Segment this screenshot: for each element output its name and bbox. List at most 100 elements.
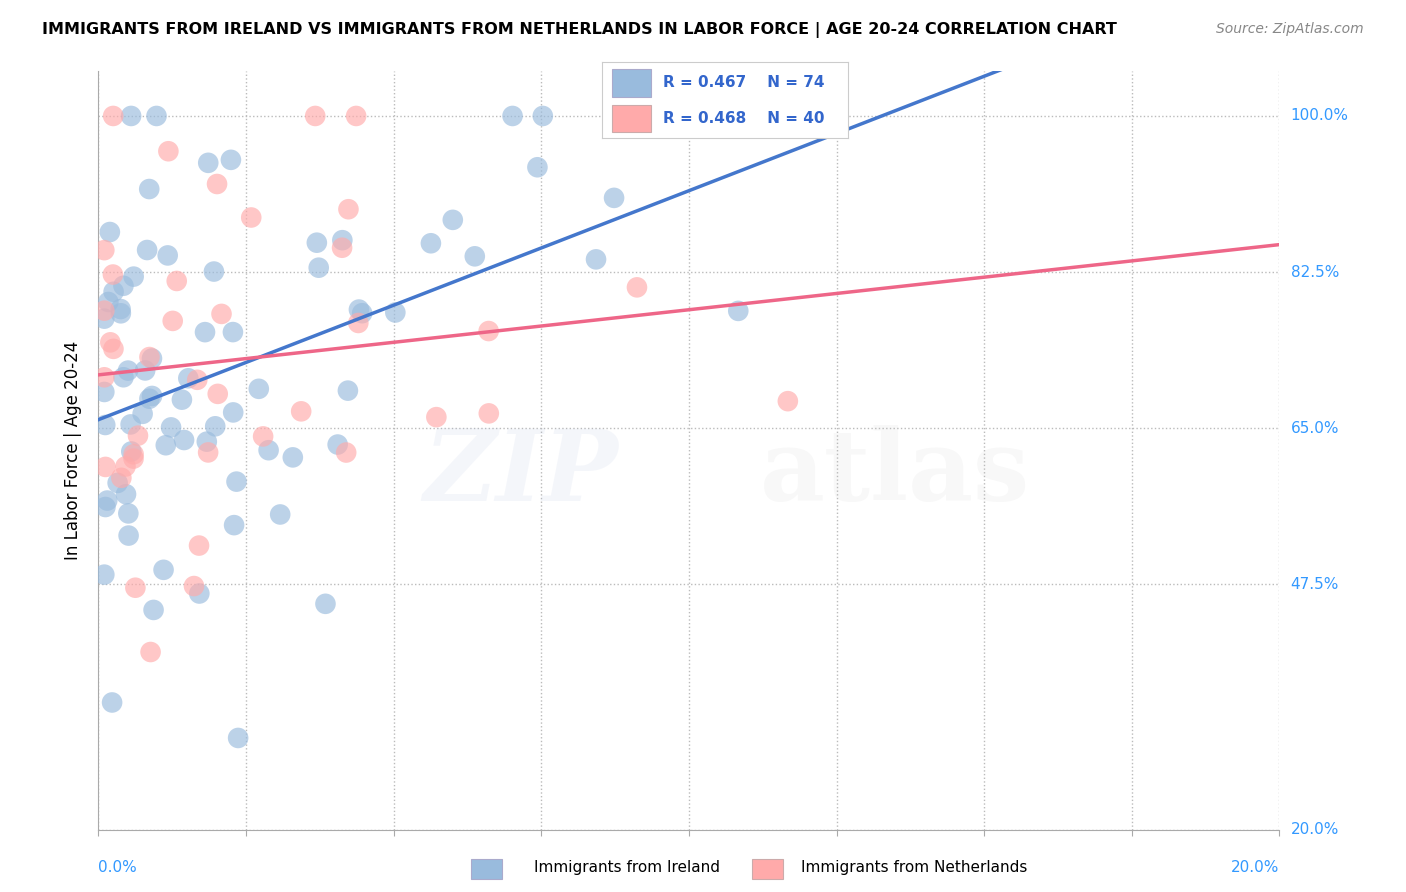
Point: [240, 211, 263, 225]
Text: IMMIGRANTS FROM IRELAND VS IMMIGRANTS FROM NETHERLANDS IN LABOR FORCE | AGE 20-2: IMMIGRANTS FROM IRELAND VS IMMIGRANTS FR…: [42, 22, 1116, 38]
Point: [347, 302, 370, 317]
Point: [97, 295, 120, 310]
Point: [122, 451, 145, 466]
Point: [225, 475, 247, 489]
Point: [127, 428, 149, 442]
Point: [152, 563, 174, 577]
Point: [134, 363, 156, 377]
Point: [101, 696, 124, 710]
Point: [114, 459, 136, 474]
Text: Immigrants from Ireland: Immigrants from Ireland: [534, 860, 720, 874]
Point: [224, 518, 246, 533]
Point: [194, 325, 217, 339]
Point: [441, 212, 464, 227]
Point: [156, 248, 179, 262]
Point: [219, 153, 242, 167]
Point: [337, 202, 360, 217]
Point: [330, 233, 353, 247]
Point: [526, 160, 548, 174]
Text: ZIP: ZIP: [423, 425, 619, 522]
Point: [207, 387, 229, 401]
Text: Immigrants from Netherlands: Immigrants from Netherlands: [801, 860, 1028, 874]
Point: [94, 417, 117, 432]
Point: [186, 373, 208, 387]
Text: atlas: atlas: [759, 425, 1031, 522]
Point: [93, 311, 115, 326]
Point: [326, 437, 349, 451]
Point: [344, 109, 367, 123]
Point: [464, 249, 486, 263]
Point: [93, 384, 115, 399]
Text: 82.5%: 82.5%: [1291, 265, 1339, 279]
Point: [222, 325, 245, 339]
Point: [103, 109, 125, 123]
Point: [93, 567, 115, 582]
Point: [335, 445, 357, 459]
Point: [308, 260, 330, 275]
Point: [122, 269, 145, 284]
Point: [202, 264, 225, 278]
Point: [94, 500, 117, 514]
Point: [93, 303, 115, 318]
Point: [166, 274, 188, 288]
Point: [101, 268, 124, 282]
Point: [226, 731, 249, 745]
Text: 47.5%: 47.5%: [1291, 577, 1339, 591]
Point: [204, 419, 226, 434]
Point: [170, 392, 193, 407]
Point: [211, 307, 233, 321]
Point: [110, 301, 132, 316]
Point: [305, 235, 328, 250]
Point: [352, 306, 374, 320]
Point: [247, 382, 270, 396]
Point: [205, 177, 228, 191]
Point: [330, 241, 353, 255]
Point: [336, 384, 359, 398]
Point: [110, 306, 132, 320]
Point: [131, 407, 153, 421]
Point: [142, 603, 165, 617]
Point: [197, 445, 219, 459]
Y-axis label: In Labor Force | Age 20-24: In Labor Force | Age 20-24: [65, 341, 83, 560]
Point: [124, 581, 146, 595]
Point: [173, 433, 195, 447]
Text: 65.0%: 65.0%: [1291, 421, 1339, 435]
Point: [290, 404, 312, 418]
Point: [112, 370, 135, 384]
Point: [304, 109, 326, 123]
Point: [96, 493, 118, 508]
Point: [122, 447, 145, 461]
FancyBboxPatch shape: [612, 70, 651, 96]
Point: [425, 410, 447, 425]
Point: [314, 597, 336, 611]
Text: R = 0.468    N = 40: R = 0.468 N = 40: [664, 111, 825, 126]
Point: [177, 371, 200, 385]
Point: [531, 109, 554, 123]
Point: [93, 370, 115, 384]
Point: [120, 109, 142, 123]
Point: [155, 438, 177, 452]
Point: [603, 191, 626, 205]
Point: [585, 252, 607, 267]
Point: [776, 394, 799, 409]
Point: [141, 389, 163, 403]
Point: [115, 487, 138, 501]
Point: [103, 285, 125, 299]
Point: [93, 243, 115, 257]
Text: 100.0%: 100.0%: [1291, 109, 1348, 123]
Text: R = 0.467    N = 74: R = 0.467 N = 74: [664, 76, 825, 90]
Point: [160, 420, 183, 434]
Point: [384, 305, 406, 319]
Point: [138, 182, 160, 196]
Point: [110, 471, 132, 485]
Point: [117, 507, 139, 521]
Point: [162, 314, 184, 328]
Point: [103, 342, 125, 356]
Point: [107, 475, 129, 490]
Point: [281, 450, 304, 465]
Point: [478, 324, 501, 338]
Point: [188, 539, 211, 553]
Point: [120, 444, 142, 458]
Point: [145, 109, 167, 123]
Text: 20.0%: 20.0%: [1232, 860, 1279, 875]
